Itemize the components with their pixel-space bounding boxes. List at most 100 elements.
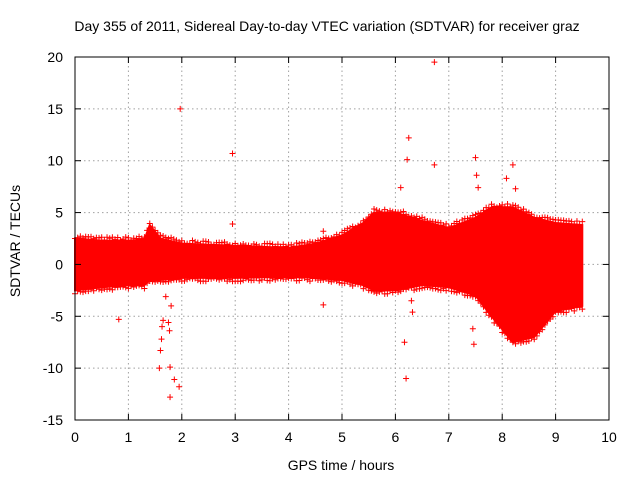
band-edge-marker bbox=[363, 283, 370, 290]
band-edge-marker bbox=[528, 211, 535, 218]
y-tick-label: -15 bbox=[43, 412, 63, 428]
data-point bbox=[503, 175, 510, 182]
band-edge-marker bbox=[464, 215, 471, 222]
band-edge-marker bbox=[256, 277, 263, 284]
band-edge-marker bbox=[197, 240, 204, 247]
band-edge-marker bbox=[541, 321, 548, 328]
x-tick-label: 8 bbox=[498, 429, 506, 445]
data-point bbox=[512, 185, 519, 192]
band-edge-marker bbox=[509, 202, 516, 209]
band-edge-marker bbox=[237, 278, 244, 285]
data-point bbox=[159, 323, 166, 330]
data-point bbox=[162, 293, 169, 300]
band-edge-marker bbox=[427, 284, 434, 291]
data-point bbox=[156, 365, 163, 372]
y-axis-label: SDTVAR / TECUs bbox=[7, 185, 23, 297]
band-edge-marker bbox=[408, 213, 415, 220]
band-edge-marker bbox=[552, 308, 559, 315]
band-edge-marker bbox=[88, 286, 95, 293]
band-edge-marker bbox=[488, 313, 495, 320]
band-edge-marker bbox=[160, 279, 167, 286]
band-edge-marker bbox=[555, 309, 562, 316]
band-edge-marker bbox=[485, 204, 492, 211]
band-edge-marker bbox=[157, 232, 164, 239]
band-edge-marker bbox=[344, 225, 351, 232]
band-edge-marker bbox=[106, 285, 113, 292]
data-point bbox=[167, 364, 174, 371]
data-point bbox=[409, 309, 416, 316]
band-edge-marker bbox=[517, 207, 524, 214]
data-point bbox=[158, 336, 165, 343]
band-edge-marker bbox=[360, 217, 367, 224]
band-edge-marker bbox=[493, 320, 500, 327]
band-edge-marker bbox=[98, 287, 105, 294]
band-edge-marker bbox=[96, 234, 103, 241]
band-edge-marker bbox=[576, 221, 583, 228]
band-edge-marker bbox=[298, 239, 305, 246]
band-edge-marker bbox=[170, 236, 177, 243]
data-point bbox=[168, 302, 175, 309]
outlier-points bbox=[115, 59, 519, 401]
data-point bbox=[171, 376, 178, 383]
band-edge-marker bbox=[288, 241, 295, 248]
data-point bbox=[404, 156, 411, 163]
data-point bbox=[509, 161, 516, 168]
band-edge-marker bbox=[120, 283, 127, 290]
band-edge-marker bbox=[144, 227, 151, 234]
band-edge-marker bbox=[565, 306, 572, 313]
band-edge-marker bbox=[152, 278, 159, 285]
band-edge-marker bbox=[181, 277, 188, 284]
band-edge-marker bbox=[475, 210, 482, 217]
data-point bbox=[431, 59, 438, 66]
y-tick-label: -5 bbox=[51, 308, 64, 324]
band-edge-marker bbox=[400, 208, 407, 215]
band-edge-marker bbox=[266, 240, 273, 247]
band-edge-marker bbox=[571, 307, 578, 314]
x-tick-label: 4 bbox=[285, 429, 293, 445]
band-edge-marker bbox=[453, 289, 460, 296]
band-edge-marker bbox=[80, 289, 87, 296]
y-tick-label: 5 bbox=[55, 205, 63, 221]
band-edge-marker bbox=[408, 284, 415, 291]
band-edge-marker bbox=[320, 276, 327, 283]
band-edge-marker bbox=[117, 237, 124, 244]
band-edge-marker bbox=[224, 278, 231, 285]
band-edge-marker bbox=[469, 212, 476, 219]
band-edge-marker bbox=[451, 288, 458, 295]
x-tick-label: 1 bbox=[125, 429, 133, 445]
band-edge-marker bbox=[563, 309, 570, 316]
band-edge-marker bbox=[549, 313, 556, 320]
band-edge-marker bbox=[80, 234, 87, 241]
data-point bbox=[165, 319, 172, 326]
band-edge-marker bbox=[435, 286, 442, 293]
band-edge-marker bbox=[459, 217, 466, 224]
band-edge-marker bbox=[459, 288, 466, 295]
band-edge-marker bbox=[499, 329, 506, 336]
band-edge-marker bbox=[504, 200, 511, 207]
band-edge-marker bbox=[290, 243, 297, 250]
band-edge-marker bbox=[202, 238, 209, 245]
band-edge-marker bbox=[93, 285, 100, 292]
data-band-area bbox=[74, 206, 584, 344]
data-point bbox=[166, 327, 173, 334]
band-edge-marker bbox=[397, 209, 404, 216]
band-edge-marker bbox=[330, 277, 337, 284]
band-edge-marker bbox=[472, 293, 479, 300]
band-edge-marker bbox=[240, 241, 247, 248]
band-edge-marker bbox=[194, 277, 201, 284]
x-tick-label: 0 bbox=[71, 429, 79, 445]
band-edge-marker bbox=[186, 240, 193, 247]
band-edge-marker bbox=[376, 288, 383, 295]
band-edge-marker bbox=[250, 240, 257, 247]
band-edge-marker bbox=[90, 287, 97, 294]
band-edge-marker bbox=[539, 326, 546, 333]
band-edge-marker bbox=[104, 234, 111, 241]
data-point bbox=[115, 316, 122, 323]
data-point bbox=[405, 134, 412, 141]
band-edge-marker bbox=[533, 332, 540, 339]
data-point bbox=[320, 301, 327, 308]
band-edge-marker bbox=[122, 284, 129, 291]
band-edge-marker bbox=[525, 337, 532, 344]
band-edge-marker bbox=[269, 275, 276, 282]
band-edge-marker bbox=[445, 284, 452, 291]
